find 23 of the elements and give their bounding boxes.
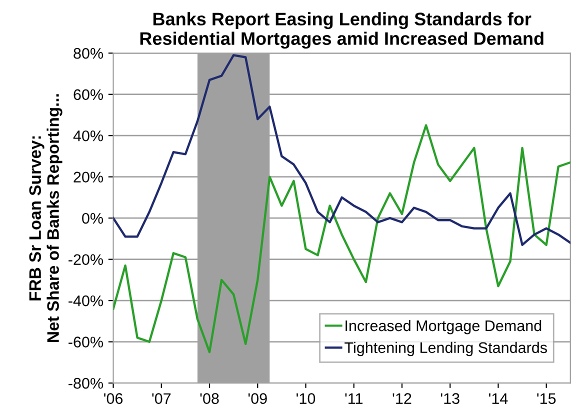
y-tick-label: 60% <box>74 89 104 100</box>
y-tick-label: 20% <box>74 172 104 183</box>
y-tick-label: -40% <box>68 295 104 306</box>
x-tick-label: '08 <box>200 393 219 404</box>
x-tick-label: '13 <box>440 393 460 404</box>
y-tick-label: 0% <box>82 212 104 224</box>
y-tick-label: 40% <box>73 130 104 142</box>
x-tick-label: '10 <box>296 393 316 404</box>
chart-title: Banks Report Easing Lending Standards for Residential Mortgages amid Increased Demand <box>140 12 544 49</box>
y-tick-label: -60% <box>68 336 104 348</box>
x-tick-label: '12 <box>392 393 412 404</box>
x-tick-label: '15 <box>537 393 556 404</box>
y-axis-title: FRB Sr Loan Survey: Net Share of Banks Reporting... <box>29 94 62 342</box>
x-tick-label: '11 <box>345 393 363 404</box>
x-tick-label: '09 <box>248 393 267 404</box>
y-tick-label: -80% <box>68 378 104 389</box>
y-tick-label: 80% <box>74 48 104 59</box>
x-tick-label: '06 <box>104 393 123 404</box>
legend-label: Tightening Lending Standards <box>344 342 547 356</box>
x-tick-label: '07 <box>152 393 171 404</box>
x-tick-label: '14 <box>489 393 508 404</box>
legend-label: Increased Mortgage Demand <box>346 320 542 334</box>
y-tick-label: -20% <box>68 254 104 266</box>
